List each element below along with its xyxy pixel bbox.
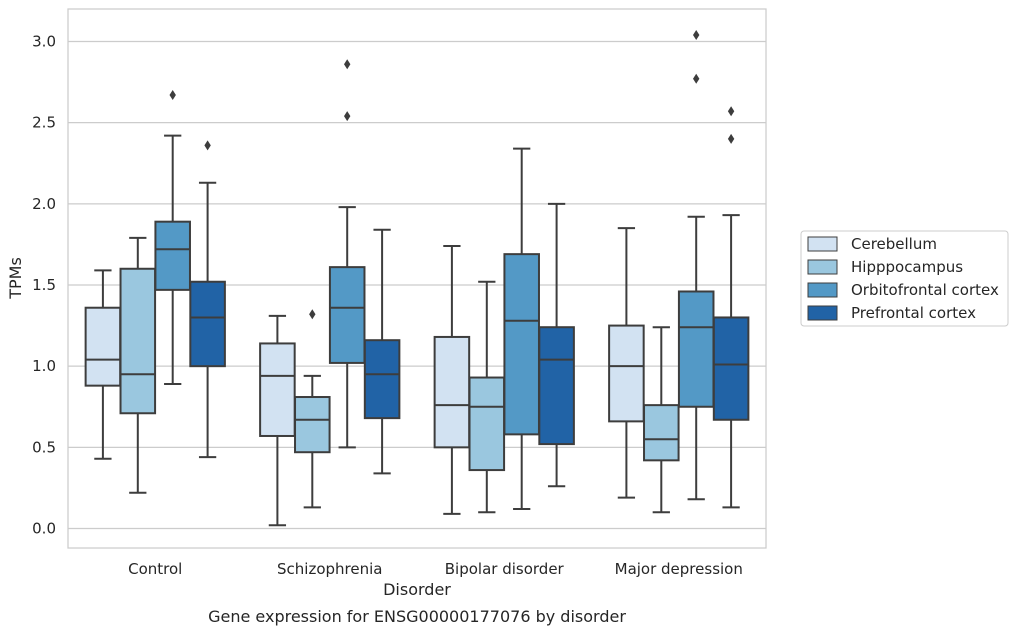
box-iqr — [503, 253, 540, 436]
box-cerebellum — [608, 227, 645, 499]
legend-swatch — [807, 236, 838, 252]
outlier-point — [727, 106, 735, 117]
box-iqr — [328, 266, 366, 364]
box-orbitofrontal-cortex — [328, 59, 366, 449]
chart-caption: Gene expression for ENSG00000177076 by d… — [208, 607, 626, 626]
y-tick-label: 1.0 — [32, 357, 56, 375]
box-iqr — [468, 376, 506, 472]
box-iqr — [712, 316, 750, 421]
y-tick-label: 3.0 — [32, 32, 56, 50]
box-iqr — [294, 396, 331, 454]
legend: Cerebellum Hipppocampus Orbitofrontal cort… — [800, 230, 1009, 327]
box-iqr — [189, 280, 226, 368]
box-iqr — [154, 220, 191, 291]
box-prefrontal-cortex — [538, 202, 575, 488]
box-cerebellum — [259, 314, 296, 527]
y-tick-label: 0.0 — [32, 520, 56, 538]
box-prefrontal-cortex — [363, 228, 401, 475]
box-hipppocampus — [119, 236, 157, 494]
outlier-point — [693, 29, 700, 40]
box-iqr — [608, 324, 645, 423]
y-tick-label: 2.5 — [32, 114, 56, 132]
x-axis-ticks: Control Schizophrenia Bipolar disorder Majo… — [128, 560, 743, 578]
x-tick-label: Schizophrenia — [277, 560, 382, 578]
legend-swatch — [807, 305, 838, 321]
box-prefrontal-cortex — [712, 106, 750, 509]
outlier-point — [693, 73, 700, 84]
outlier-point — [344, 111, 351, 122]
legend-swatch — [807, 259, 838, 275]
outlier-point — [169, 90, 176, 101]
box-iqr — [643, 404, 680, 462]
legend-label: Orbitofrontal cortex — [851, 281, 999, 299]
box-iqr — [538, 326, 575, 446]
box-iqr — [363, 339, 401, 420]
outlier-point — [309, 309, 316, 320]
y-tick-label: 1.5 — [32, 276, 56, 294]
box-hipppocampus — [468, 280, 506, 514]
y-tick-label: 0.5 — [32, 438, 56, 456]
outlier-point — [727, 133, 735, 144]
box-hipppocampus — [643, 326, 680, 514]
box-iqr — [677, 290, 715, 408]
x-tick-label: Major depression — [615, 560, 743, 578]
x-axis-label: Disorder — [383, 580, 451, 599]
box-plot-series — [84, 29, 750, 527]
outlier-point — [344, 59, 351, 70]
y-axis-label: TPMs — [6, 257, 25, 300]
outlier-point — [204, 140, 211, 151]
x-tick-label: Bipolar disorder — [445, 560, 565, 578]
legend-swatch — [807, 282, 838, 298]
legend-frame — [800, 230, 1009, 327]
y-tick-label: 2.0 — [32, 195, 56, 213]
box-hipppocampus — [294, 309, 331, 509]
box-prefrontal-cortex — [189, 140, 226, 459]
box-iqr — [119, 267, 157, 415]
box-iqr — [84, 306, 122, 387]
legend-label: Prefrontal cortex — [851, 304, 976, 322]
box-orbitofrontal-cortex — [154, 90, 191, 386]
box-iqr — [259, 342, 296, 437]
box-iqr — [433, 335, 471, 449]
legend-label: Hipppocampus — [851, 258, 963, 276]
x-tick-label: Control — [128, 560, 182, 578]
y-axis-ticks: 0.0 0.5 1.0 1.5 2.0 2.5 3.0 — [32, 32, 56, 537]
plot-frame — [67, 8, 767, 549]
legend-label: Cerebellum — [851, 235, 937, 253]
